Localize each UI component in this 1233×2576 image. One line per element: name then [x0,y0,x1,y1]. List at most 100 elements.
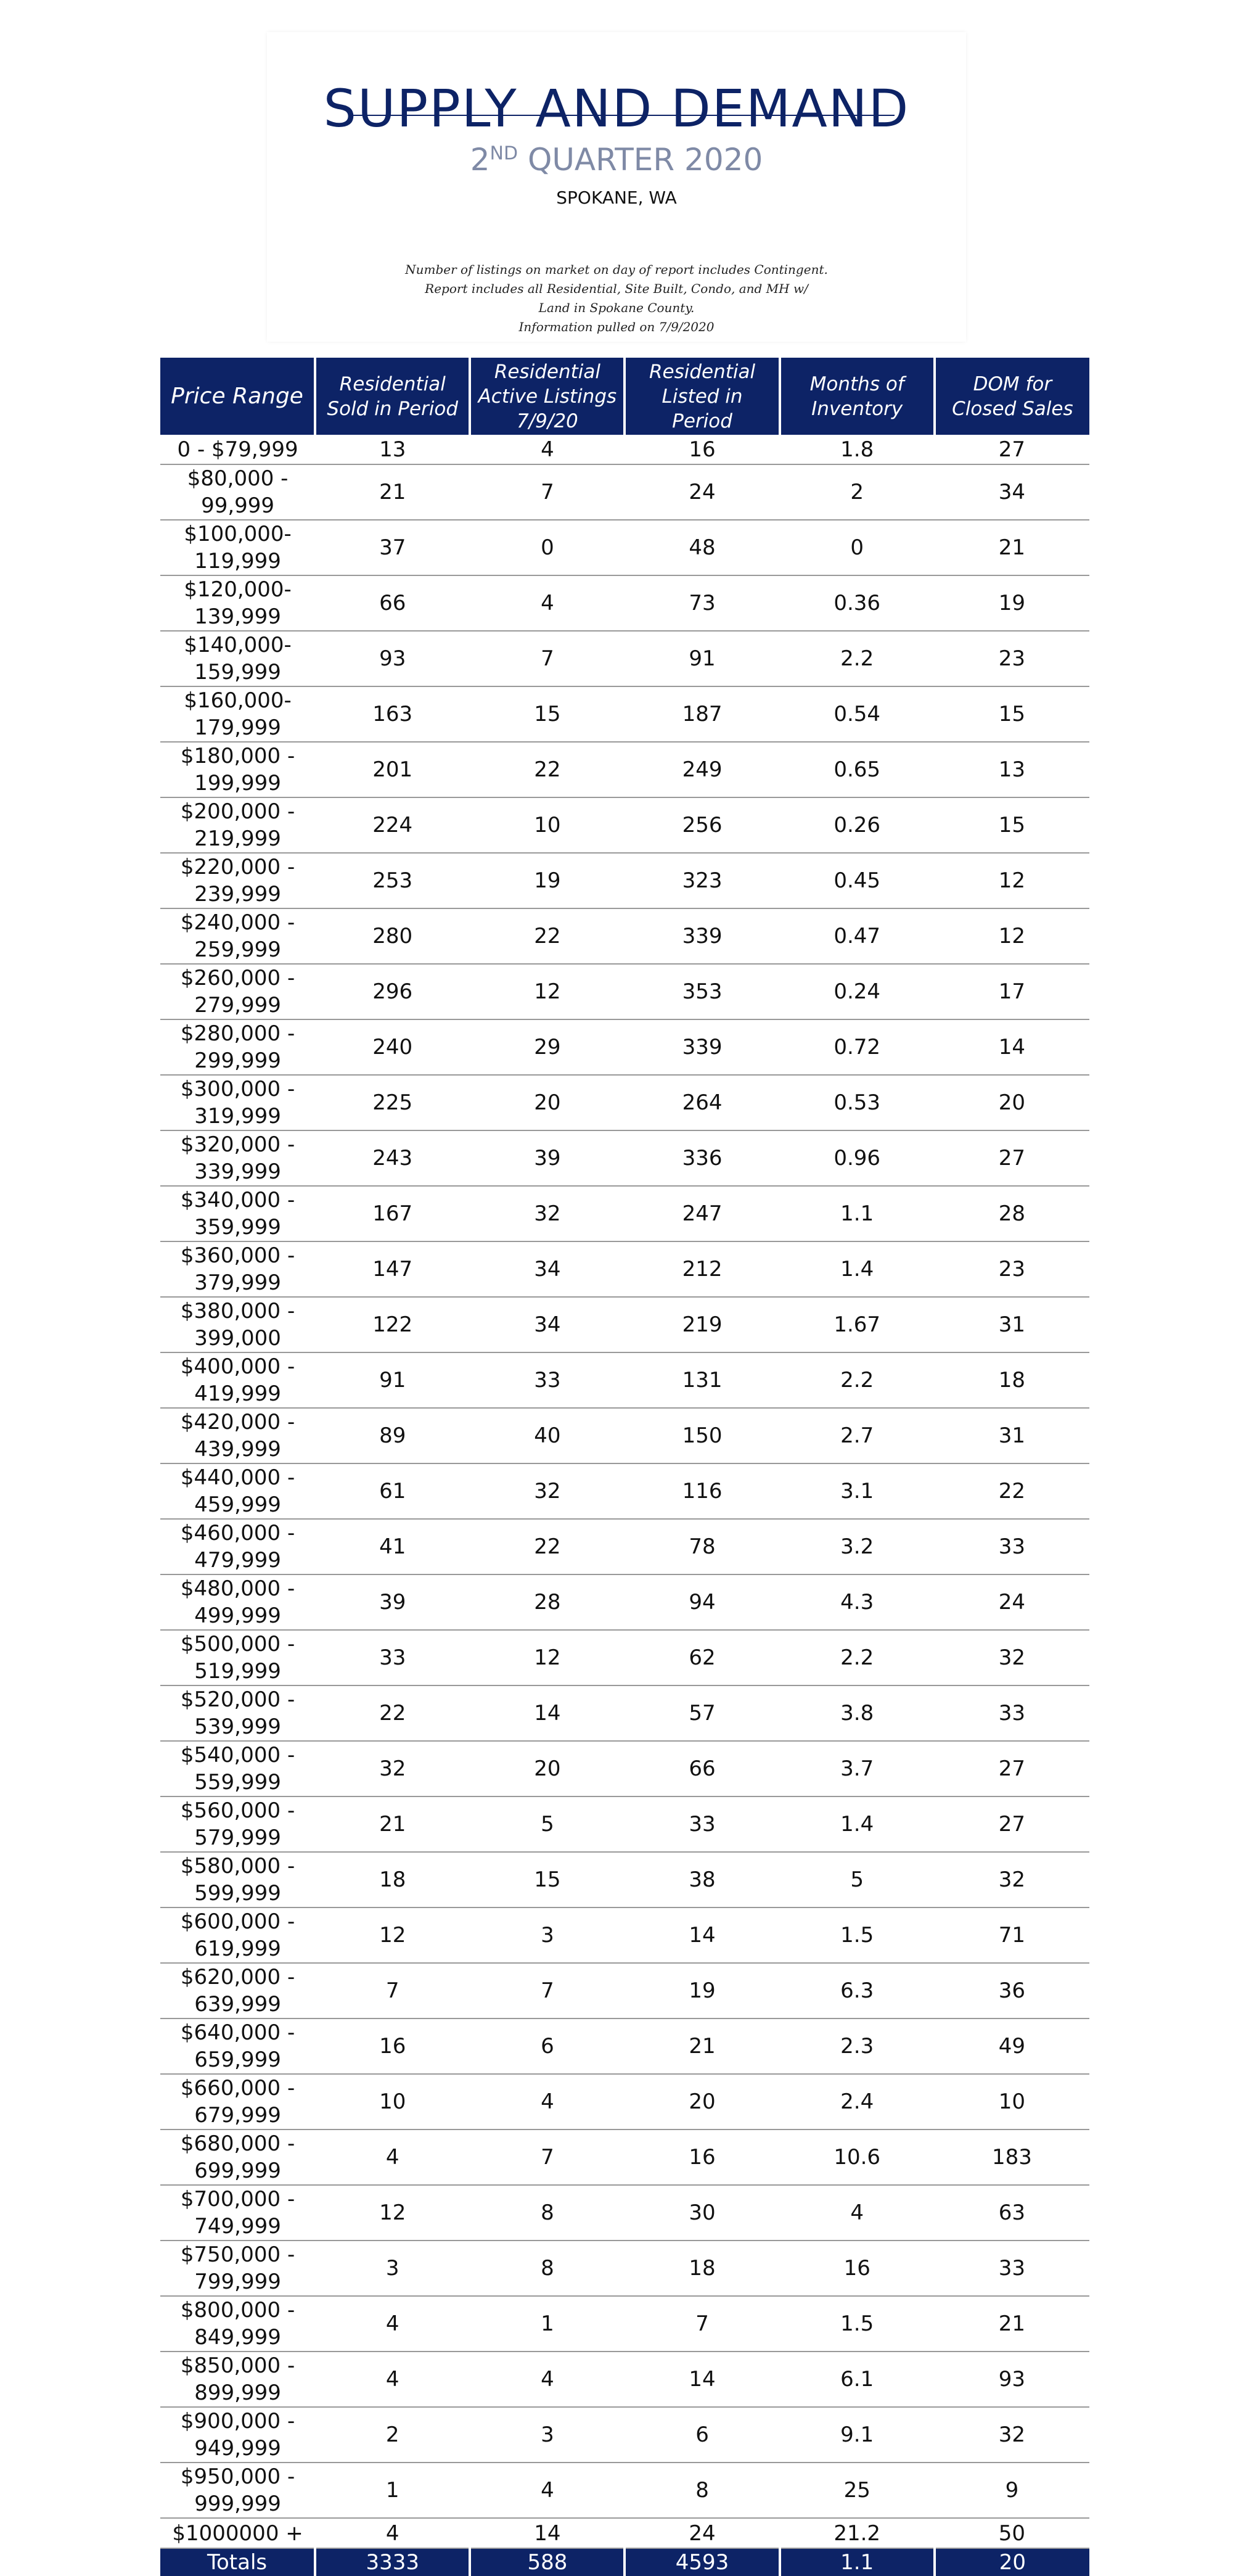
cell: 7 [625,2296,780,2353]
cell: 10 [934,2074,1089,2131]
cell: 7 [470,464,625,521]
cell: 4 [779,2185,935,2242]
cell: 19 [625,1963,780,2020]
price-range: $1000000 + [160,2518,316,2549]
cell: 8 [625,2463,780,2519]
header-line: Listed in [662,385,743,408]
cell: 62 [625,1630,780,1687]
table-row: $750,000 - 799,999 3 8 18 16 33 [160,2241,1089,2297]
cell: 6.1 [779,2352,935,2408]
cell: 4 [315,2296,470,2353]
cell: 0.36 [779,575,935,632]
cell: 33 [625,1796,780,1853]
cell: 34 [470,1297,625,1354]
cell: 247 [625,1186,780,1243]
cell: 4 [470,575,625,632]
cell: 78 [625,1519,780,1576]
cell: 7 [470,1963,625,2020]
cell: 10 [470,797,625,854]
column-header: DOM for Closed Sales [933,358,1089,435]
cell: 18 [625,2241,780,2297]
header-line: Period [672,409,732,432]
total-cell: 1.1 [778,2548,935,2576]
cell: 1.5 [779,1907,935,1964]
price-range: $100,000- 119,999 [160,520,316,577]
cell: 14 [470,1685,625,1742]
cell: 1.8 [779,435,935,466]
cell: 6.3 [779,1963,935,2020]
cell: 24 [625,2518,780,2549]
table-row: $680,000 - 699,999 4 7 16 10.6 183 [160,2130,1089,2186]
cell: 339 [625,908,780,965]
cell: 12 [315,1907,470,1964]
cell: 48 [625,520,780,577]
price-range: $500,000 - 519,999 [160,1630,316,1687]
cell: 89 [315,1408,470,1465]
cell: 71 [934,1907,1089,1964]
cell: 16 [625,435,780,466]
price-range: $620,000 - 639,999 [160,1963,316,2020]
title-rule [348,115,895,116]
cell: 10 [315,2074,470,2131]
cell: 0.72 [779,1019,935,1076]
header-line: Price Range [171,383,303,409]
table-row: $360,000 - 379,999 147 34 212 1.4 23 [160,1241,1089,1298]
cell: 33 [934,2241,1089,2297]
cell: 0.47 [779,908,935,965]
price-range: $680,000 - 699,999 [160,2130,316,2186]
subtitle: 2ND QUARTER 2020 [267,142,966,178]
price-range: $300,000 - 319,999 [160,1075,316,1132]
cell: 25 [779,2463,935,2519]
table-row: $300,000 - 319,999 225 20 264 0.53 20 [160,1075,1089,1132]
cell: 1.4 [779,1241,935,1298]
table-row: $660,000 - 679,999 10 4 20 2.4 10 [160,2074,1089,2131]
cell: 12 [470,1630,625,1687]
price-range: $220,000 - 239,999 [160,853,316,910]
cell: 27 [934,1130,1089,1187]
price-range: $120,000- 139,999 [160,575,316,632]
cell: 14 [934,1019,1089,1076]
cell: 0 [779,520,935,577]
table-row: $620,000 - 639,999 7 7 19 6.3 36 [160,1963,1089,2020]
cell: 94 [625,1574,780,1631]
table-row: $800,000 - 849,999 4 1 7 1.5 21 [160,2296,1089,2353]
table-row: $120,000- 139,999 66 4 73 0.36 19 [160,575,1089,632]
data-table: Price Range Residential Sold in Period Resi… [160,358,1089,2576]
location: SPOKANE, WA [556,187,677,208]
table-row: $80,000 - 99,999 21 7 24 2 34 [160,464,1089,521]
cell: 2.2 [779,1630,935,1687]
cell: 22 [470,908,625,965]
cell: 22 [934,1463,1089,1520]
totals-row: Totals 3333 588 4593 1.1 20 [160,2548,1089,2576]
cell: 21 [315,464,470,521]
price-range: 0 - $79,999 [160,435,316,466]
table-row: $1000000 +4 14 24 21.2 50 [160,2518,1089,2549]
header-line: Residential [649,360,756,383]
cell: 4 [470,2352,625,2408]
price-range: $320,000 - 339,999 [160,1130,316,1187]
price-range: $700,000 - 749,999 [160,2185,316,2242]
quarter-number: 2 [470,142,490,178]
cell: 93 [934,2352,1089,2408]
price-range: $540,000 - 559,999 [160,1741,316,1798]
price-range: $360,000 - 379,999 [160,1241,316,1298]
cell: 57 [625,1685,780,1742]
header-line: Inventory [811,397,903,420]
cell: 2.2 [779,1352,935,1409]
price-range: $520,000 - 539,999 [160,1685,316,1742]
table-row: $200,000 - 219,999 224 10 256 0.26 15 [160,797,1089,854]
header-line: Residential [339,372,446,395]
cell: 32 [315,1741,470,1798]
column-header: Residential Sold in Period [314,358,470,435]
table-row: $500,000 - 519,999 33 12 62 2.2 32 [160,1630,1089,1687]
price-range: $280,000 - 299,999 [160,1019,316,1076]
price-range: $480,000 - 499,999 [160,1574,316,1631]
note-line: Information pulled on 7/9/2020 [518,319,715,334]
price-range: $560,000 - 579,999 [160,1796,316,1853]
cell: 21 [625,2018,780,2075]
cell: 240 [315,1019,470,1076]
table-row: 0 - $79,999 13 4 16 1.8 27 [160,435,1089,466]
cell: 147 [315,1241,470,1298]
cell: 73 [625,575,780,632]
quarter-suffix: ND [490,142,518,165]
